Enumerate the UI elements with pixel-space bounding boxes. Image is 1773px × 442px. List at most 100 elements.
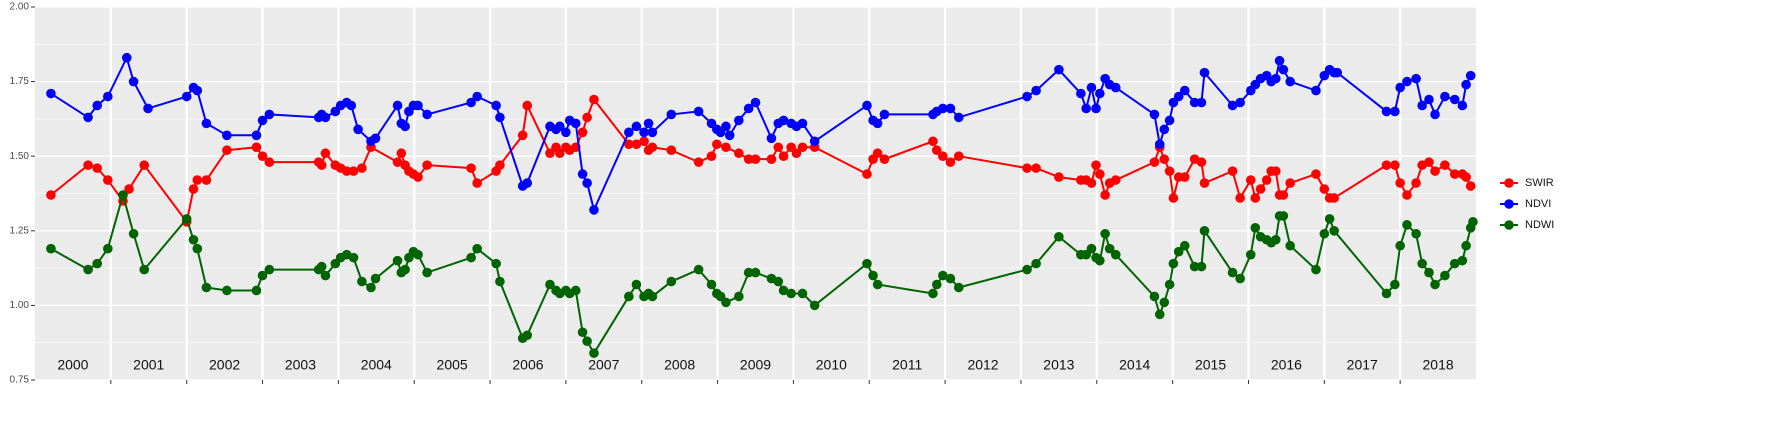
- point: [928, 136, 938, 147]
- point: [357, 163, 367, 173]
- point: [201, 282, 212, 293]
- point: [257, 151, 268, 161]
- point: [1199, 178, 1210, 188]
- point: [1395, 178, 1405, 188]
- point: [1179, 85, 1190, 96]
- point: [721, 297, 731, 308]
- point: [522, 330, 533, 341]
- point: [766, 154, 777, 164]
- point: [495, 112, 505, 123]
- point: [743, 103, 754, 114]
- point: [1250, 223, 1261, 233]
- point: [413, 100, 423, 111]
- point: [639, 127, 649, 138]
- point: [631, 139, 642, 150]
- point: [1430, 109, 1440, 120]
- point: [872, 118, 883, 129]
- point: [928, 288, 938, 299]
- point: [1274, 55, 1285, 66]
- point: [316, 261, 327, 272]
- point: [809, 300, 820, 311]
- year-label: 2017: [1347, 357, 1378, 373]
- point: [631, 279, 642, 290]
- point: [103, 243, 113, 254]
- point: [1424, 267, 1434, 278]
- point: [797, 142, 808, 153]
- point: [1449, 169, 1460, 179]
- point: [264, 109, 275, 120]
- point: [778, 151, 789, 161]
- point: [517, 130, 528, 141]
- year-label: 2012: [967, 357, 998, 373]
- legend-key-point: [1504, 178, 1514, 188]
- point: [1311, 169, 1321, 179]
- point: [1159, 297, 1170, 308]
- point: [143, 103, 153, 114]
- point: [320, 148, 331, 159]
- legend-label: NDVI: [1525, 198, 1551, 210]
- point: [366, 282, 376, 293]
- point: [1100, 228, 1110, 239]
- point: [1311, 264, 1321, 275]
- point: [577, 327, 588, 338]
- point: [257, 115, 268, 126]
- point: [938, 270, 948, 281]
- point: [1168, 258, 1179, 269]
- point: [1311, 85, 1321, 96]
- year-label: 2014: [1119, 357, 1150, 373]
- point: [472, 91, 482, 102]
- point: [1411, 178, 1421, 188]
- point: [1164, 166, 1175, 176]
- point: [181, 91, 192, 102]
- y-tick-label: 1.50: [10, 151, 30, 162]
- point: [721, 121, 731, 132]
- point: [1159, 124, 1170, 135]
- point: [953, 151, 964, 161]
- point: [1159, 154, 1170, 164]
- point: [251, 285, 262, 296]
- point: [46, 243, 56, 254]
- point: [879, 154, 890, 164]
- point: [357, 276, 367, 287]
- point: [264, 264, 275, 275]
- point: [491, 258, 501, 269]
- point: [1457, 100, 1468, 111]
- point: [522, 100, 533, 111]
- point: [92, 163, 102, 173]
- point: [750, 154, 761, 164]
- point: [1031, 258, 1041, 269]
- point: [413, 249, 423, 260]
- point: [222, 145, 232, 156]
- point: [693, 106, 704, 117]
- point: [778, 115, 789, 126]
- point: [103, 91, 113, 102]
- point: [879, 109, 890, 120]
- point: [589, 348, 599, 358]
- point: [128, 76, 139, 87]
- point: [201, 118, 212, 129]
- point: [643, 118, 654, 129]
- point: [422, 267, 432, 278]
- point: [555, 121, 565, 132]
- point: [1086, 178, 1097, 188]
- point: [316, 160, 327, 170]
- point: [422, 109, 432, 120]
- point: [953, 112, 964, 123]
- point: [1285, 76, 1295, 87]
- point: [1430, 279, 1440, 290]
- point: [341, 166, 352, 176]
- point: [413, 172, 423, 182]
- point: [1390, 106, 1400, 117]
- point: [370, 133, 381, 144]
- year-label: 2011: [892, 357, 922, 373]
- year-label: 2001: [133, 357, 164, 373]
- point: [1417, 100, 1427, 111]
- year-label: 2003: [285, 357, 316, 373]
- point: [192, 175, 203, 185]
- point: [124, 184, 134, 194]
- point: [1465, 181, 1476, 191]
- point: [1402, 190, 1412, 200]
- point: [582, 178, 592, 188]
- point: [938, 151, 948, 161]
